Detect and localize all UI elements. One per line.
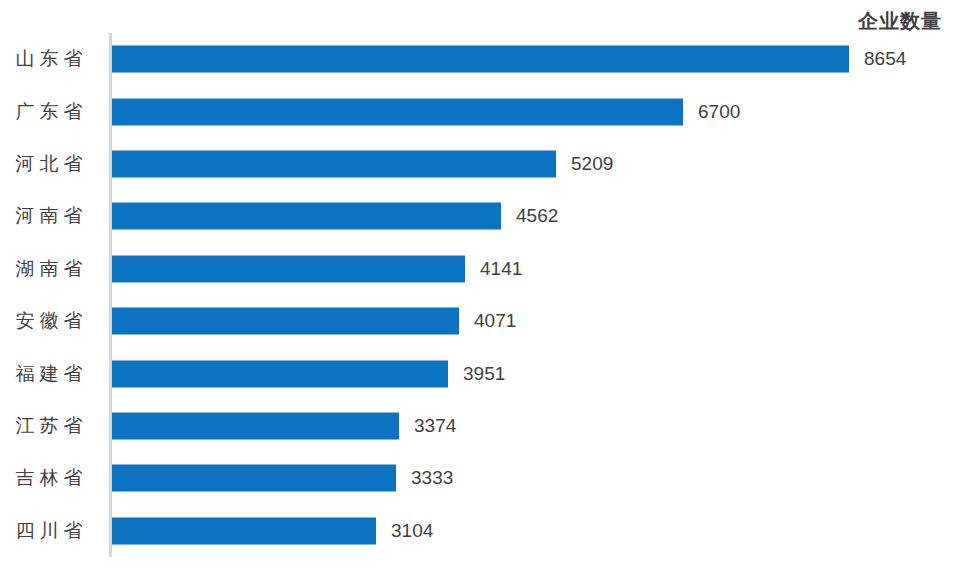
bar xyxy=(112,98,683,125)
bar-row: 安徽省 4071 xyxy=(0,295,959,347)
bar xyxy=(112,255,465,282)
category-label: 河北省 xyxy=(0,138,98,190)
plot-area: 山东省 8654 广东省 6700 河北省 5209 河南省 4562 湖南省 4141 安徽省 40… xyxy=(0,33,959,557)
chart-title: 企业数量 xyxy=(858,8,942,35)
category-label: 山东省 xyxy=(0,33,98,85)
category-label: 四川省 xyxy=(0,505,98,557)
bar xyxy=(112,412,399,439)
value-label: 4562 xyxy=(516,205,558,227)
category-label: 江苏省 xyxy=(0,400,98,452)
bar xyxy=(112,517,376,544)
bar xyxy=(112,150,556,177)
bar xyxy=(112,308,459,335)
bar-row: 福建省 3951 xyxy=(0,347,959,399)
category-label: 广东省 xyxy=(0,85,98,137)
bar-row: 山东省 8654 xyxy=(0,33,959,85)
bar xyxy=(112,360,448,387)
value-label: 3374 xyxy=(414,415,456,437)
bar-chart: 企业数量 山东省 8654 广东省 6700 河北省 5209 河南省 4562 湖南省 4141… xyxy=(0,0,959,580)
category-label: 福建省 xyxy=(0,347,98,399)
category-label: 湖南省 xyxy=(0,243,98,295)
bar-row: 河北省 5209 xyxy=(0,138,959,190)
category-label: 河南省 xyxy=(0,190,98,242)
bar xyxy=(112,46,849,73)
value-label: 3333 xyxy=(411,467,453,489)
bar-row: 广东省 6700 xyxy=(0,85,959,137)
value-label: 3951 xyxy=(463,363,505,385)
bar xyxy=(112,465,396,492)
value-label: 4141 xyxy=(480,258,522,280)
value-label: 4071 xyxy=(474,310,516,332)
bar-row: 河南省 4562 xyxy=(0,190,959,242)
value-label: 8654 xyxy=(864,48,906,70)
bar-row: 江苏省 3374 xyxy=(0,400,959,452)
value-label: 3104 xyxy=(391,520,433,542)
category-label: 安徽省 xyxy=(0,295,98,347)
bar-row: 四川省 3104 xyxy=(0,505,959,557)
bar-row: 吉林省 3333 xyxy=(0,452,959,504)
bar-row: 湖南省 4141 xyxy=(0,243,959,295)
category-label: 吉林省 xyxy=(0,452,98,504)
value-label: 6700 xyxy=(698,101,740,123)
bar xyxy=(112,203,501,230)
value-label: 5209 xyxy=(571,153,613,175)
